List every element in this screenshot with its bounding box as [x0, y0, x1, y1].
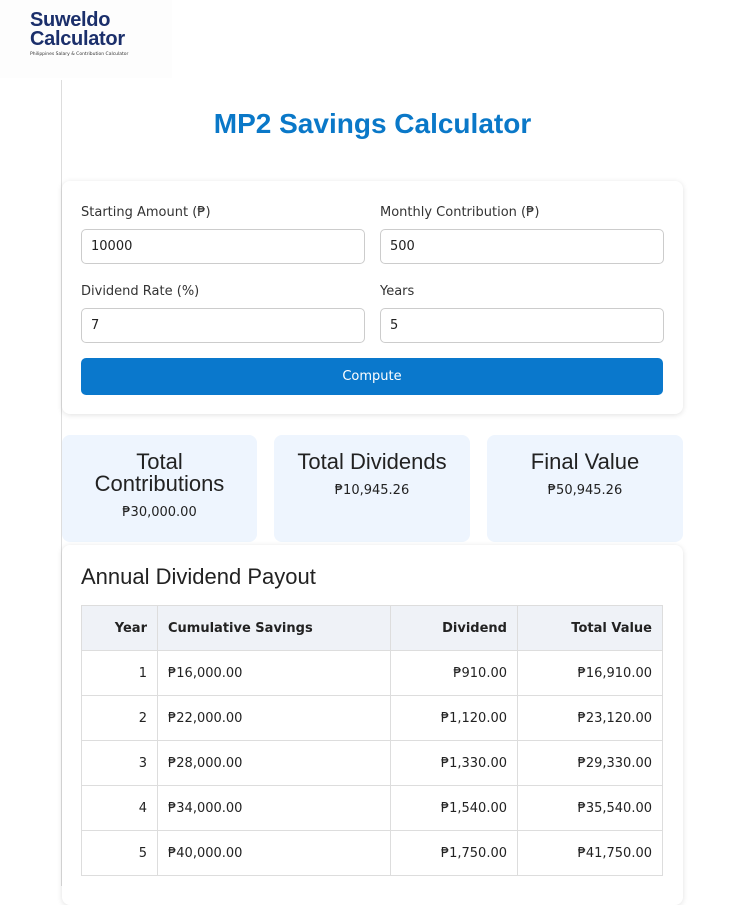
years-input[interactable] — [380, 308, 664, 343]
logo-line1: Suweldo — [30, 9, 111, 31]
calculator-form: Starting Amount (₱) Monthly Contribution… — [62, 181, 683, 414]
cell-year: 2 — [81, 695, 158, 741]
header: Suweldo Calculator Philippines Salary & … — [0, 0, 737, 78]
cell-dividend: ₱1,330.00 — [390, 740, 518, 786]
cell-dividend: ₱1,540.00 — [390, 785, 518, 831]
stat-value: ₱10,945.26 — [334, 483, 410, 498]
cell-dividend: ₱1,120.00 — [390, 695, 518, 741]
header-cumulative-savings: Cumulative Savings — [157, 605, 391, 651]
cell-cumulative-savings: ₱16,000.00 — [157, 650, 391, 696]
cell-dividend: ₱1,750.00 — [390, 830, 518, 876]
logo[interactable]: Suweldo Calculator Philippines Salary & … — [0, 0, 172, 78]
cell-cumulative-savings: ₱34,000.00 — [157, 785, 391, 831]
cell-dividend: ₱910.00 — [390, 650, 518, 696]
cell-cumulative-savings: ₱28,000.00 — [157, 740, 391, 786]
table-row: 5 ₱40,000.00 ₱1,750.00 ₱41,750.00 — [81, 830, 663, 876]
cell-cumulative-savings: ₱40,000.00 — [157, 830, 391, 876]
table-title: Annual Dividend Payout — [81, 564, 316, 589]
divider — [61, 80, 62, 886]
header-total-value: Total Value — [517, 605, 663, 651]
dividend-rate-input[interactable] — [81, 308, 365, 343]
page-title: MP2 Savings Calculator — [213, 108, 532, 139]
cell-year: 3 — [81, 740, 158, 786]
table-row: 1 ₱16,000.00 ₱910.00 ₱16,910.00 — [81, 650, 663, 696]
header-year: Year — [81, 605, 158, 651]
stat-value: ₱30,000.00 — [122, 505, 197, 520]
table-row: 2 ₱22,000.00 ₱1,120.00 ₱23,120.00 — [81, 695, 663, 741]
monthly-contribution-input[interactable] — [380, 229, 664, 264]
stat-label: Total Dividends — [297, 449, 447, 474]
cell-year: 4 — [81, 785, 158, 831]
total-dividends-card: Total Dividends ₱10,945.26 — [274, 435, 470, 542]
years-label: Years — [380, 284, 415, 299]
cell-year: 5 — [81, 830, 158, 876]
cell-year: 1 — [81, 650, 158, 696]
stat-label: Total Contributions — [94, 449, 225, 496]
logo-tagline: Philippines Salary & Contribution Calcul… — [30, 52, 129, 57]
cell-total-value: ₱23,120.00 — [517, 695, 663, 741]
cell-total-value: ₱35,540.00 — [517, 785, 663, 831]
cell-total-value: ₱16,910.00 — [517, 650, 663, 696]
monthly-contribution-label: Monthly Contribution (₱) — [380, 205, 540, 220]
starting-amount-label: Starting Amount (₱) — [81, 205, 211, 220]
payout-table-card: Annual Dividend Payout Year Cumulative S… — [62, 545, 683, 905]
logo-line2: Calculator — [30, 28, 125, 50]
stat-label: Final Value — [530, 449, 640, 474]
total-contributions-card: Total Contributions ₱30,000.00 — [62, 435, 257, 542]
dividend-rate-label: Dividend Rate (%) — [81, 284, 200, 299]
header-dividend: Dividend — [390, 605, 518, 651]
table-header-row: Year Cumulative Savings Dividend Total V… — [81, 605, 663, 651]
cell-cumulative-savings: ₱22,000.00 — [157, 695, 391, 741]
table-row: 4 ₱34,000.00 ₱1,540.00 ₱35,540.00 — [81, 785, 663, 831]
table-row: 3 ₱28,000.00 ₱1,330.00 ₱29,330.00 — [81, 740, 663, 786]
cell-total-value: ₱29,330.00 — [517, 740, 663, 786]
final-value-card: Final Value ₱50,945.26 — [487, 435, 683, 542]
cell-total-value: ₱41,750.00 — [517, 830, 663, 876]
starting-amount-input[interactable] — [81, 229, 365, 264]
payout-table: Year Cumulative Savings Dividend Total V… — [81, 605, 663, 876]
compute-button[interactable]: Compute — [81, 358, 663, 395]
stat-value: ₱50,945.26 — [547, 483, 623, 498]
